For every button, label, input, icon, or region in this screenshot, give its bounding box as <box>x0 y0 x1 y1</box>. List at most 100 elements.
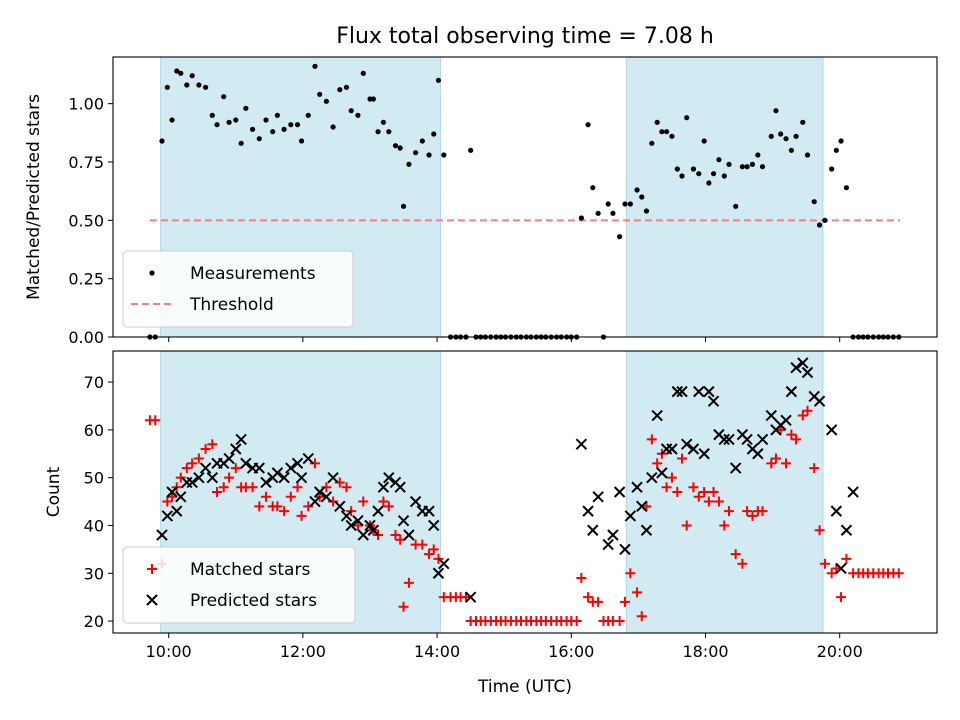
measurement-point <box>755 152 761 158</box>
matched-stars-point <box>802 405 813 416</box>
matched-stars-point <box>703 496 714 507</box>
measurement-point <box>783 136 789 142</box>
measurement-point <box>294 122 301 128</box>
matched-stars-point <box>218 482 229 493</box>
matched-stars-point <box>254 501 265 512</box>
measurement-point <box>249 126 256 132</box>
measurement-point <box>431 131 437 137</box>
predicted-stars-point <box>309 495 321 508</box>
measurement-point <box>348 108 354 114</box>
measurement-point <box>663 129 670 135</box>
ratio-y-tick-label: 0.75 <box>68 153 104 172</box>
predicted-stars-point <box>613 486 626 498</box>
measurement-point <box>426 152 432 158</box>
legend-label: Threshold <box>189 295 274 315</box>
measurement-point <box>270 129 276 135</box>
measurement-point <box>800 119 806 125</box>
matched-stars-point <box>403 577 414 588</box>
matched-stars-point <box>625 568 636 579</box>
matched-stars-point <box>167 491 178 502</box>
measurement-point <box>843 185 850 191</box>
matched-stars-point <box>766 458 777 469</box>
ratio-axes-frame <box>112 56 938 338</box>
matched-stars-point <box>428 544 439 555</box>
measurement-point <box>164 84 170 90</box>
matched-stars-point <box>841 553 852 564</box>
predicted-stars-point <box>718 433 730 446</box>
predicted-stars-point <box>752 448 764 460</box>
matched-stars-point <box>666 472 677 483</box>
measurement-point <box>209 112 215 118</box>
measurement-point <box>397 145 403 151</box>
count-y-tick-label: 40 <box>84 516 104 535</box>
measurement-point <box>174 68 180 74</box>
matched-stars-point <box>212 487 223 497</box>
predicted-stars-point <box>687 443 700 455</box>
predicted-stars-point <box>587 524 599 536</box>
predicted-stars-point <box>271 467 284 479</box>
predicted-stars-point <box>797 357 809 369</box>
measurement-point <box>716 157 722 163</box>
count-y-tick-label: 70 <box>84 373 104 392</box>
predicted-stars-point <box>651 409 663 422</box>
measurement-point <box>701 138 707 144</box>
predicted-stars-point <box>624 510 637 522</box>
matched-stars-point <box>661 482 672 493</box>
measurement-point <box>441 152 447 158</box>
measurement-point <box>696 171 702 177</box>
matched-stars-point <box>688 482 699 493</box>
predicted-stars-point <box>327 471 339 484</box>
measurement-point <box>392 143 399 149</box>
legend-label: Measurements <box>190 264 316 284</box>
predicted-stars-point <box>367 524 380 536</box>
matched-stars-point <box>390 530 401 541</box>
matched-stars-point <box>200 443 211 454</box>
measurement-point <box>435 77 442 83</box>
predicted-stars-point <box>840 524 853 536</box>
predicted-stars-point <box>813 395 826 407</box>
measurement-point <box>355 112 361 118</box>
measurement-point <box>669 133 675 139</box>
measurement-point <box>733 203 739 209</box>
matched-stars-point <box>150 415 161 426</box>
measurement-point <box>654 119 660 125</box>
matched-stars-point <box>636 611 647 622</box>
measurement-point <box>298 138 305 144</box>
matched-stars-point <box>224 472 235 483</box>
measurement-point <box>400 203 407 209</box>
measurement-point <box>649 140 655 146</box>
predicted-stars-point <box>825 424 838 436</box>
predicted-stars-point <box>741 433 753 446</box>
measurement-point <box>833 147 839 153</box>
predicted-stars-point <box>403 529 415 541</box>
predicted-stars-point <box>352 514 364 527</box>
measurement-point <box>159 138 165 144</box>
x-axis-label: Time (UTC) <box>477 677 572 697</box>
predicted-stars-point <box>295 471 308 484</box>
matched-stars-point <box>424 549 435 560</box>
matched-stars-point <box>571 616 582 627</box>
matched-stars-point <box>619 596 630 607</box>
matched-stars-point <box>814 525 825 536</box>
matched-stars-point <box>632 587 643 598</box>
ratio-observing-span-1 <box>625 56 824 338</box>
measurement-point <box>375 129 381 135</box>
matched-stars-point <box>786 429 797 440</box>
matched-stars-point <box>730 549 741 560</box>
measurement-point <box>360 70 366 76</box>
predicted-stars-point <box>607 529 619 541</box>
measurement-point <box>710 171 717 177</box>
matched-stars-point <box>893 568 904 579</box>
predicted-stars-point <box>729 462 742 474</box>
matched-stars-point <box>279 506 290 517</box>
predicted-stars-point <box>253 462 265 474</box>
matched-stars-point <box>576 573 587 584</box>
legend-marker-matched-stars <box>147 564 157 574</box>
matched-stars-point <box>646 434 657 445</box>
predicted-stars-point <box>656 467 668 479</box>
measurement-point <box>726 161 732 167</box>
matched-stars-point <box>708 487 719 497</box>
measurement-point <box>238 140 244 146</box>
measurement-point <box>804 152 811 158</box>
predicted-stars-point <box>756 433 769 446</box>
